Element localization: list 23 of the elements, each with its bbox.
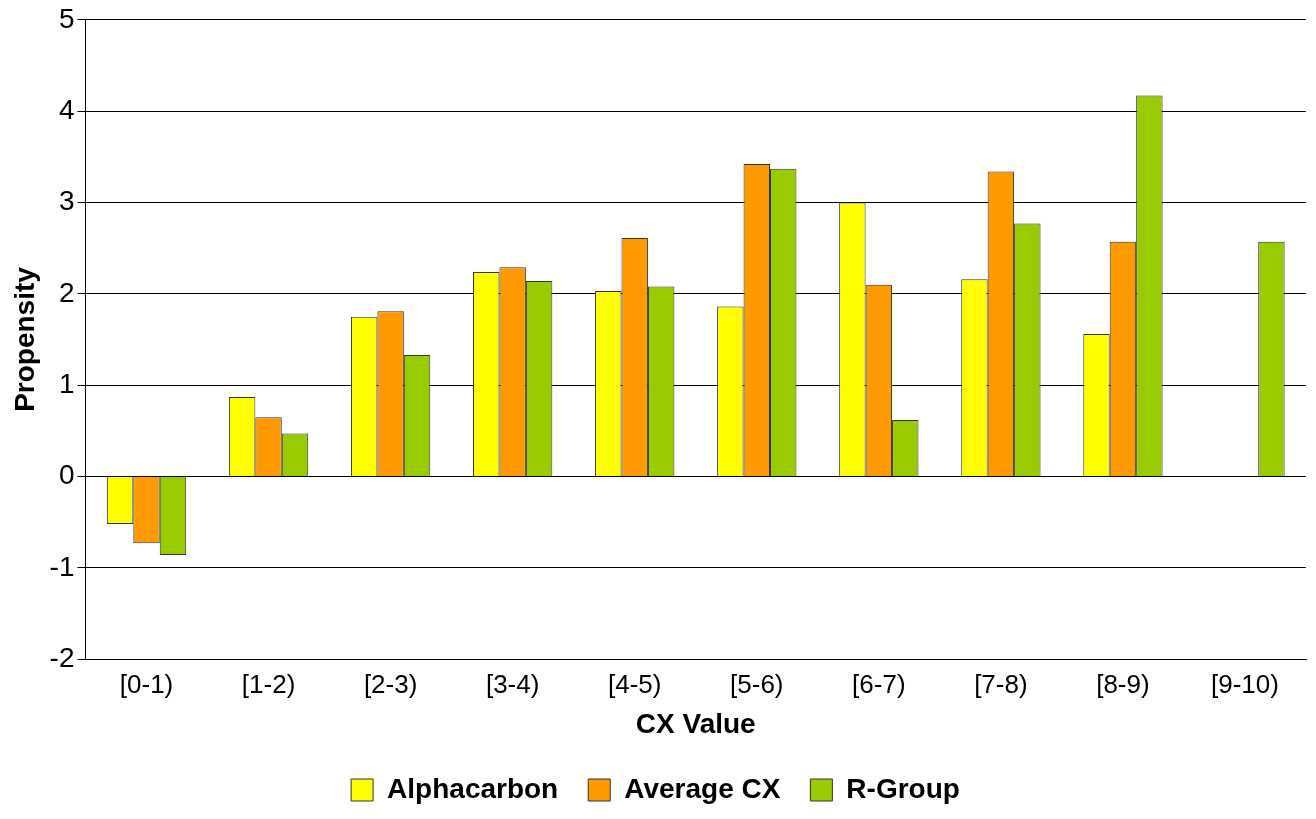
y-tick-label: 0 xyxy=(58,459,75,491)
y-tick-label: 1 xyxy=(58,367,75,399)
y-axis-title: Propensity xyxy=(8,266,40,412)
x-tick-label: [9-10) xyxy=(1211,668,1279,699)
x-tick-label: [1-2) xyxy=(241,668,296,699)
x-tick-label: [2-3) xyxy=(363,668,418,699)
y-tick-label: -2 xyxy=(49,641,75,673)
y-tick-label: -1 xyxy=(49,550,75,582)
x-tick-label: [5-6) xyxy=(730,668,784,699)
y-tick-label: 3 xyxy=(58,185,75,217)
legend-label: Alphacarbon xyxy=(387,772,559,804)
x-tick-label: [7-8) xyxy=(974,668,1028,699)
x-tick-label: [6-7) xyxy=(852,668,906,699)
y-tick-label: 5 xyxy=(58,2,75,34)
legend-label: R-Group xyxy=(846,772,960,804)
x-tick-label: [0-1) xyxy=(119,668,174,699)
x-axis-title: CX Value xyxy=(635,707,756,739)
x-tick-label: [4-5) xyxy=(607,668,662,699)
y-tick-label: 4 xyxy=(58,93,75,125)
x-tick-label: [3-4) xyxy=(485,668,540,699)
y-tick-label: 2 xyxy=(58,276,75,308)
x-tick-label: [8-9) xyxy=(1096,668,1150,699)
legend-label: Average CX xyxy=(624,772,781,804)
